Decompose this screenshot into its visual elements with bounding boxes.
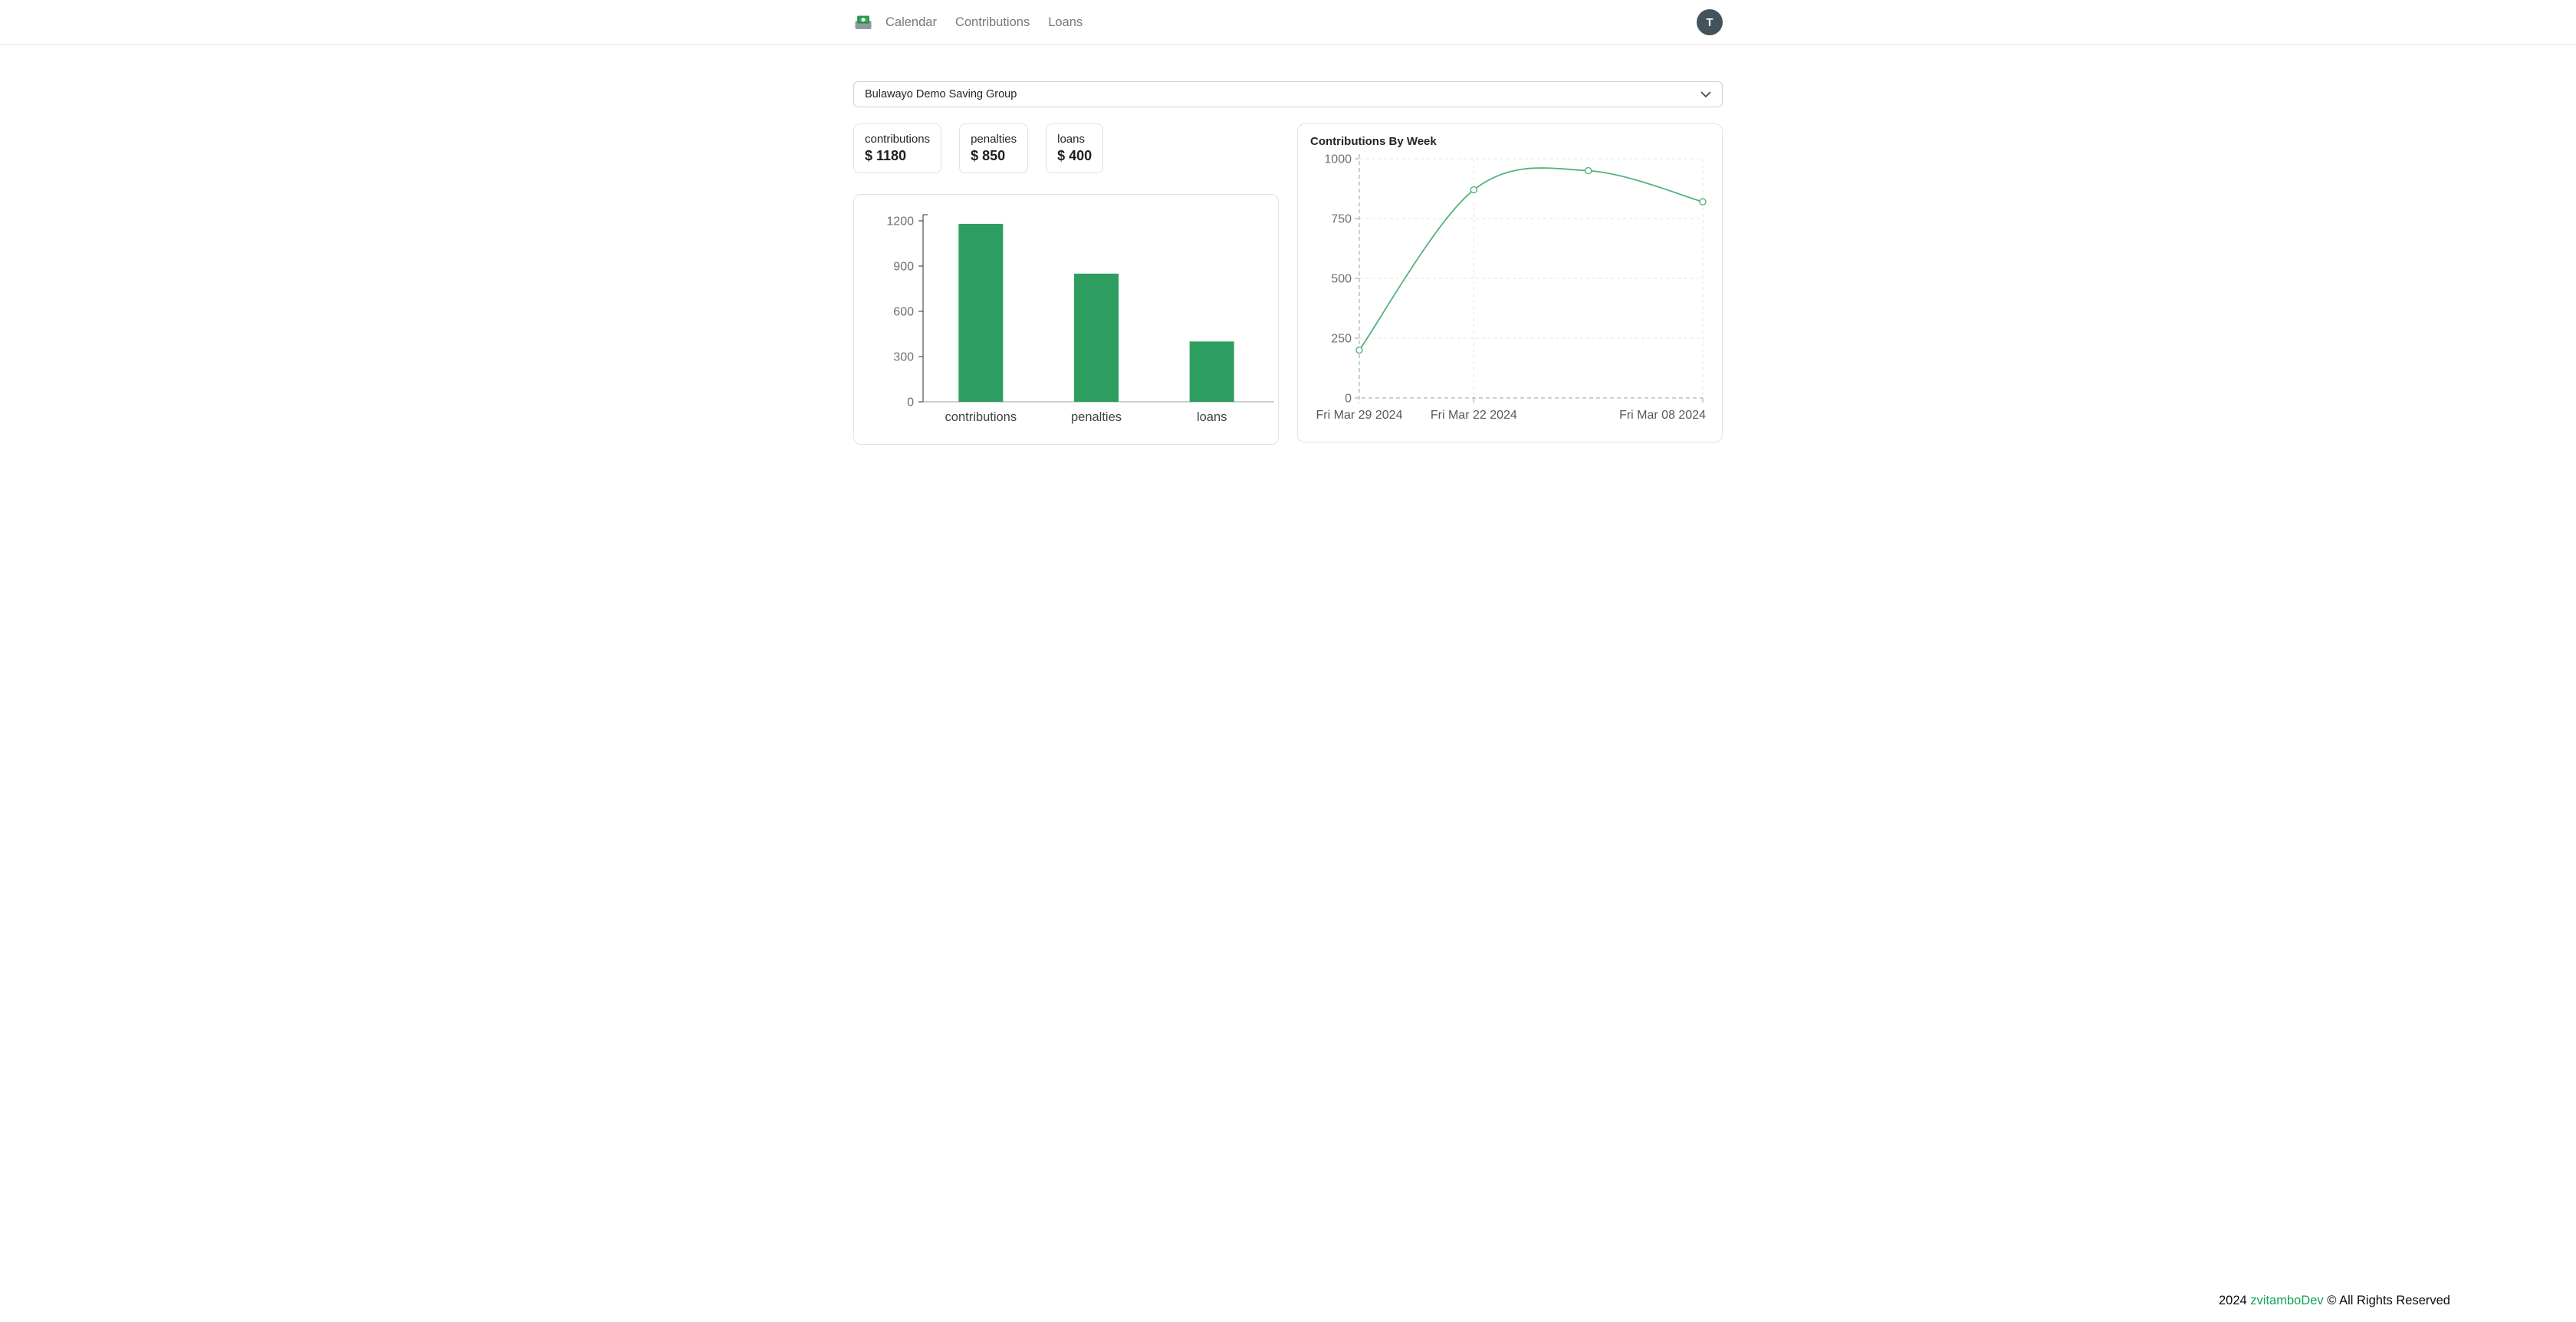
nav-link-contributions[interactable]: Contributions xyxy=(955,15,1030,29)
group-select[interactable]: Bulawayo Demo Saving Group xyxy=(853,81,1723,107)
svg-text:0: 0 xyxy=(1345,393,1352,406)
chevron-down-icon xyxy=(1700,91,1711,97)
svg-text:500: 500 xyxy=(1331,273,1352,286)
nav-link-loans[interactable]: Loans xyxy=(1048,15,1083,29)
user-avatar[interactable]: T xyxy=(1697,9,1723,35)
svg-text:250: 250 xyxy=(1331,333,1352,346)
bar-chart-card: 0 300 600 900 1200 contributions penalties loan… xyxy=(853,194,1279,445)
svg-text:0: 0 xyxy=(907,396,914,409)
stat-card-penalties: penalties $ 850 xyxy=(959,123,1029,173)
line-chart: 0 250 500 750 1000 Fri Mar 29 2024 Fri Mar 22 … xyxy=(1316,153,1707,422)
stat-label: contributions xyxy=(865,133,931,146)
bar-chart: 0 300 600 900 1200 contributions penalties loan… xyxy=(886,214,1274,424)
svg-text:900: 900 xyxy=(893,261,914,274)
svg-text:Fri Mar 22 2024: Fri Mar 22 2024 xyxy=(1431,409,1517,422)
footer-rights: © All Rights Reserved xyxy=(2327,1294,2450,1307)
svg-text:600: 600 xyxy=(893,306,914,319)
footer-brand-link[interactable]: zvitamboDev xyxy=(2250,1294,2324,1307)
navbar: Calendar Contributions Loans T xyxy=(0,0,2576,45)
line-chart-title: Contributions By Week xyxy=(1310,135,1437,148)
stat-label: loans xyxy=(1057,133,1085,146)
line-chart-card: Contributions By Week 0 250 500 750 1000 Fri … xyxy=(1297,123,1723,442)
svg-text:300: 300 xyxy=(893,351,914,364)
stat-value: $ 1180 xyxy=(865,148,907,163)
left-column: contributions $ 1180 penalties $ 850 loa… xyxy=(853,123,1279,445)
money-logo-graphic xyxy=(855,15,872,29)
stat-value: $ 400 xyxy=(1057,148,1092,163)
dashboard-grid: contributions $ 1180 penalties $ 850 loa… xyxy=(853,123,1723,445)
right-column: Contributions By Week 0 250 500 750 1000 Fri … xyxy=(1297,123,1723,445)
stat-label: penalties xyxy=(971,133,1017,146)
stat-card-contributions: contributions $ 1180 xyxy=(853,123,942,173)
svg-text:1000: 1000 xyxy=(1324,153,1352,166)
main-content: Bulawayo Demo Saving Group contributions… xyxy=(853,45,1723,1294)
stats-row: contributions $ 1180 penalties $ 850 loa… xyxy=(853,123,1279,173)
group-select-value: Bulawayo Demo Saving Group xyxy=(865,88,1017,100)
svg-text:penalties: penalties xyxy=(1071,410,1122,424)
footer-year: 2024 xyxy=(2218,1294,2247,1307)
stat-value: $ 850 xyxy=(971,148,1006,163)
svg-text:1200: 1200 xyxy=(886,215,914,229)
svg-text:loans: loans xyxy=(1197,410,1227,424)
stat-card-loans: loans $ 400 xyxy=(1046,123,1104,173)
navbar-inner: Calendar Contributions Loans T xyxy=(853,0,1723,44)
nav-link-calendar[interactable]: Calendar xyxy=(886,15,937,29)
money-logo-icon[interactable] xyxy=(853,12,873,32)
svg-text:Fri Mar 29 2024: Fri Mar 29 2024 xyxy=(1316,409,1403,422)
svg-text:Fri Mar 08 2024: Fri Mar 08 2024 xyxy=(1619,409,1706,422)
svg-text:contributions: contributions xyxy=(945,410,1017,424)
svg-text:750: 750 xyxy=(1331,213,1352,226)
footer: 2024 zvitamboDev © All Rights Reserved xyxy=(0,1294,2576,1322)
